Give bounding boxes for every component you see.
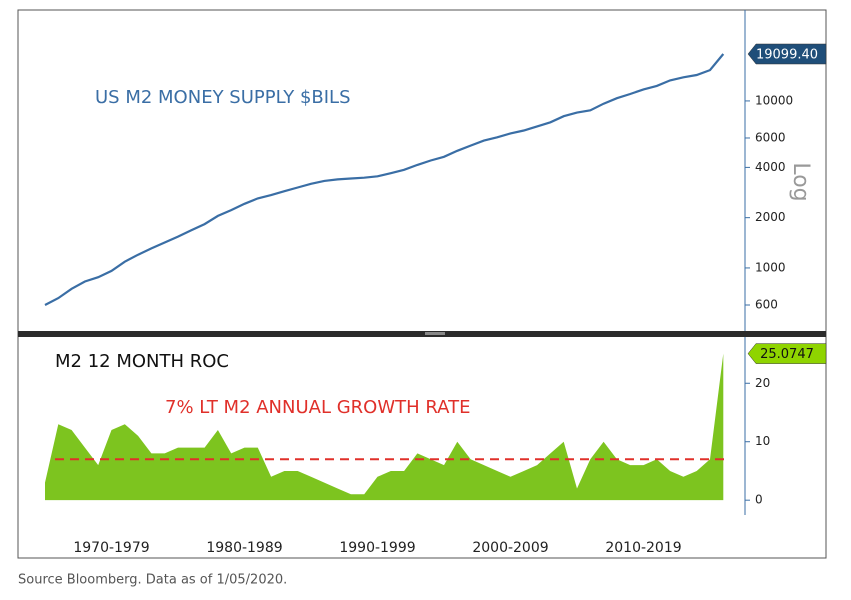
value-callout bbox=[747, 43, 827, 65]
chart-title: US M2 MONEY SUPPLY $BILS bbox=[95, 87, 351, 108]
data-area bbox=[45, 353, 724, 501]
chart-title: M2 12 MONTH ROC bbox=[55, 351, 229, 372]
y-axis-label: Log bbox=[788, 162, 813, 201]
y-tick-label: 10000 bbox=[755, 93, 793, 107]
source-note: Source Bloomberg. Data as of 1/05/2020. bbox=[18, 573, 287, 588]
x-tick-label: 1970-1979 bbox=[73, 540, 149, 556]
panel-separator bbox=[18, 331, 826, 337]
y-tick-label: 6000 bbox=[755, 130, 786, 144]
y-tick-label: 0 bbox=[755, 493, 763, 507]
y-tick-label: 2000 bbox=[755, 210, 786, 224]
value-label: 25.0747 bbox=[760, 347, 814, 362]
value-label: 19099.40 bbox=[756, 48, 818, 63]
separator-handle bbox=[425, 332, 445, 335]
value-callout bbox=[747, 343, 827, 364]
x-tick-label: 2000-2009 bbox=[472, 540, 548, 556]
y-tick-label: 20 bbox=[755, 376, 770, 390]
y-tick-label: 1000 bbox=[755, 260, 786, 274]
x-tick-label: 1990-1999 bbox=[339, 540, 415, 556]
reference-label: 7% LT M2 ANNUAL GROWTH RATE bbox=[165, 397, 470, 418]
data-line bbox=[44, 53, 725, 306]
y-tick-label: 10 bbox=[755, 434, 770, 448]
x-tick-label: 2010-2019 bbox=[605, 540, 681, 556]
x-tick-label: 1980-1989 bbox=[206, 540, 282, 556]
y-tick-label: 600 bbox=[755, 297, 778, 311]
y-tick-label: 4000 bbox=[755, 160, 786, 174]
